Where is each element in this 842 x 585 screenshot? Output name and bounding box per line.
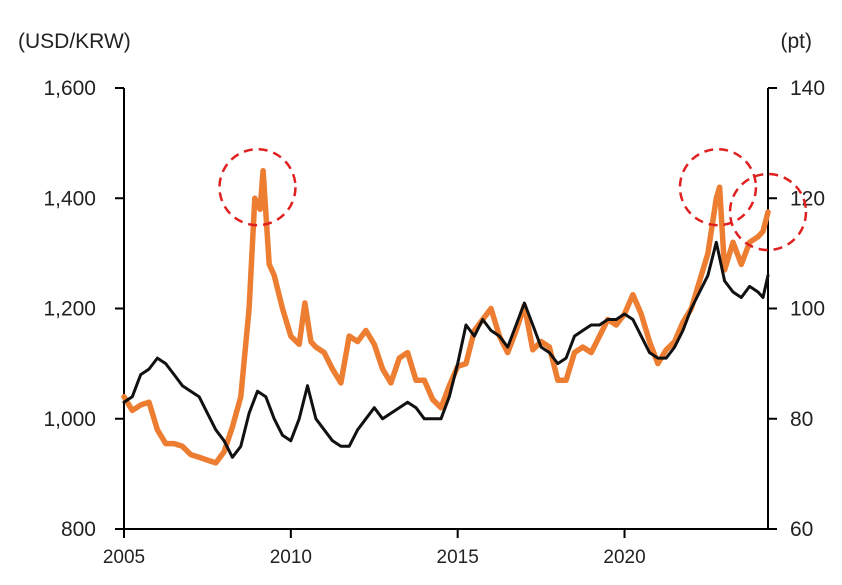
- highlight-circle: [728, 172, 808, 252]
- index-series-line: [122, 240, 770, 459]
- left-tick-label: 1,400: [43, 187, 96, 210]
- right-y-ticks: 60 80 100 120 140: [768, 77, 825, 541]
- series-layer: [121, 167, 771, 466]
- right-tick-label: 100: [790, 298, 825, 321]
- right-tick-label: 80: [790, 408, 813, 431]
- left-tick-label: 1,000: [43, 408, 96, 431]
- right-tick-label: 140: [790, 77, 825, 100]
- left-y-ticks: 800 1,000 1,200 1,400 1,600: [43, 77, 124, 541]
- right-axis-unit-label: (pt): [781, 30, 813, 53]
- annotation-layer: [218, 147, 808, 252]
- left-tick-label: 1,200: [43, 298, 96, 321]
- right-tick-label: 120: [790, 187, 825, 210]
- x-tick-label: 2015: [437, 547, 479, 568]
- left-tick-label: 1,600: [43, 77, 96, 100]
- left-tick-label: 800: [61, 518, 96, 541]
- x-tick-label: 2010: [270, 547, 312, 568]
- usd-krw-series-line: [121, 167, 771, 466]
- x-tick-label: 2020: [603, 547, 645, 568]
- highlight-circle: [218, 147, 297, 227]
- right-tick-label: 60: [790, 518, 813, 541]
- left-axis-unit-label: (USD/KRW): [18, 30, 131, 53]
- x-tick-label: 2005: [103, 547, 145, 568]
- x-ticks: 2005 2010 2015 2020: [103, 529, 646, 568]
- highlight-circle: [678, 147, 758, 227]
